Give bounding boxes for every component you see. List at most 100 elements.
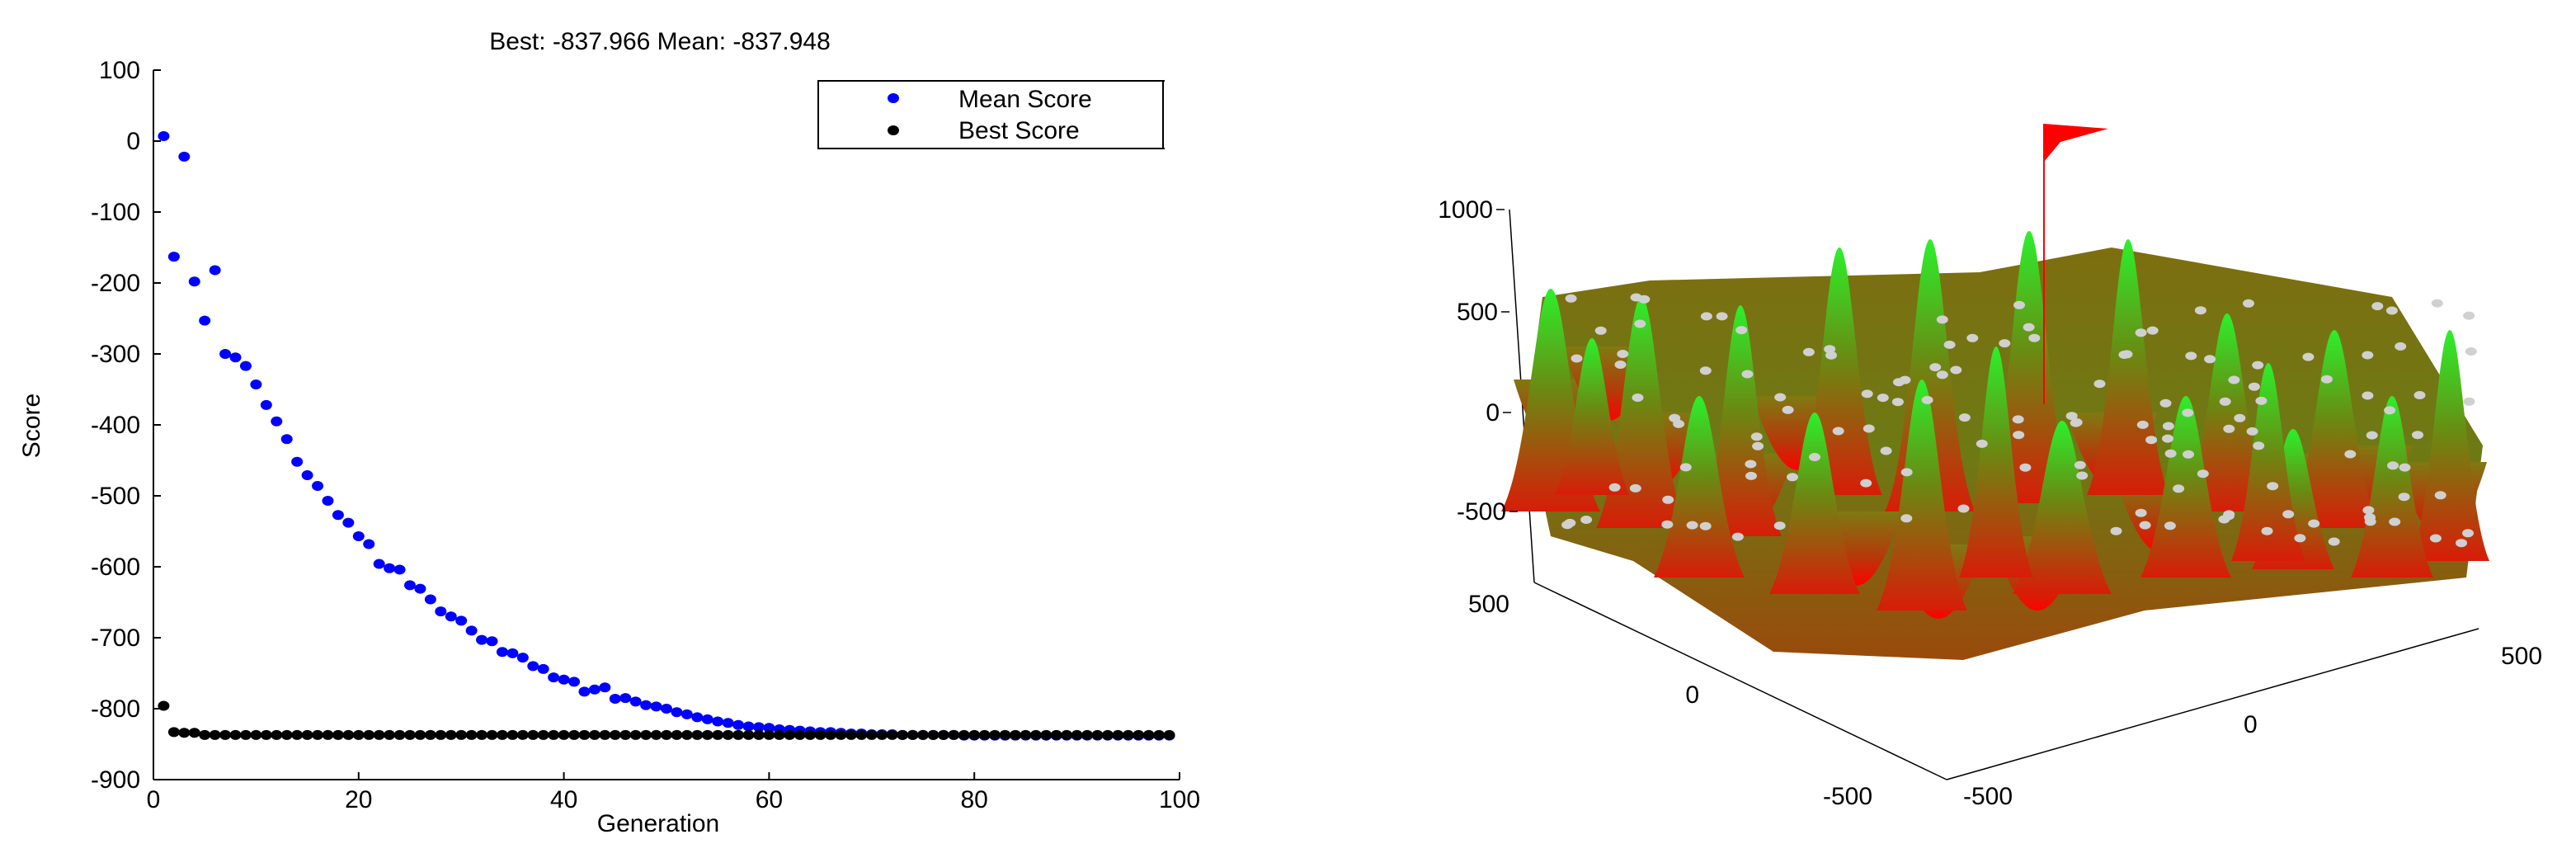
population-point [2465,347,2477,356]
series-best-score [158,700,1175,740]
x-tick-label: 60 [756,786,783,813]
mean-score-point [558,674,570,685]
population-point [2173,484,2185,493]
mean-score-point [465,625,478,636]
series-mean-score [158,130,1175,741]
best-score-point [1122,729,1134,740]
population-point [1745,471,1757,480]
z-tick-label: -500 [1457,498,1506,526]
population-point [2252,361,2264,370]
mean-score-point [373,559,385,569]
population-point [1863,424,1875,433]
surface-peak [1654,396,1745,578]
population-point [2162,422,2174,431]
best-score-point [384,729,396,740]
mean-score-point [701,714,713,724]
population-point [1564,518,1576,527]
mean-score-point [435,606,447,617]
best-score-point [917,729,929,740]
mean-score-point [219,349,232,359]
best-score-point [1081,729,1094,740]
y-tick-labels: 100 0 -100 -200 -300 -400 -500 -600 -700 -800 -900 [91,57,140,794]
y-tick-labels: -500 0 500 [1963,643,2542,810]
population-point [2261,526,2273,535]
y-tick-label: -700 [91,625,140,652]
best-score-point [835,729,847,740]
mean-score-point [332,510,344,521]
best-score-point [784,729,796,740]
y-tick-label: -100 [91,199,140,226]
best-score-point [732,729,745,740]
population-point [2121,350,2133,359]
best-score-point [661,729,672,740]
best-score-point [260,729,272,740]
mean-score-point [486,636,498,647]
best-score-point [1071,729,1083,740]
population-point [2255,396,2268,405]
best-score-point [239,729,252,740]
population-point [2145,436,2158,445]
population-point [2362,506,2375,515]
population-point [2182,408,2194,417]
y-tick-label: 500 [2501,643,2542,670]
best-score-point [1091,729,1104,740]
best-score-point [445,729,457,740]
population-point [2162,434,2173,443]
population-point [2194,306,2206,315]
best-score-point [352,729,365,740]
best-score-point [486,729,498,740]
best-score-point [989,729,1001,740]
best-score-point [680,729,693,740]
y-tick-label: -800 [91,695,140,723]
population-point [2328,537,2340,546]
best-score-point [804,729,817,740]
surface-peaks [1501,231,2489,610]
population-point [2462,529,2474,538]
best-score-point [691,729,704,740]
x-tick-label: 80 [961,786,988,813]
population-point [1741,370,1754,379]
mean-score-point [209,265,221,276]
population-point [1632,394,1644,402]
mean-score-point [178,151,191,162]
mean-score-point [671,707,683,718]
population-point [1565,294,1577,303]
x-axis-label: Generation [597,810,719,837]
surface-peak [1885,239,1976,512]
chart-title: Best: -837.966 Mean: -837.948 [489,28,831,55]
best-score-point [465,729,478,740]
population-point [1936,315,1948,324]
population-point [1900,514,1913,523]
population-point [2429,534,2442,543]
surface-peak [2140,396,2231,578]
population-point [2197,469,2209,478]
mean-score-point [619,693,632,704]
mean-score-point [239,361,252,371]
best-score-point [588,729,600,740]
best-score-point [599,729,611,740]
best-score-point [1112,729,1124,740]
population-point [1900,468,1913,477]
population-point [1966,333,1979,342]
population-point [2366,431,2378,440]
population-point [2412,431,2423,440]
population-point [2012,415,2024,424]
best-score-point [640,729,652,740]
best-score-point [722,729,734,740]
best-score-point [1163,729,1175,740]
legend-label-best: Best Score [958,117,1080,144]
population-point [2344,450,2357,459]
population-point [2223,424,2235,433]
best-score-point [1020,729,1032,740]
best-score-point [291,729,304,740]
y-tick-label: -400 [91,412,140,439]
convergence-chart: Best: -837.966 Mean: -837.948 100 0 -100 -2… [18,28,1200,837]
best-solution-flag [2043,124,2108,404]
best-score-point [435,729,447,740]
population-point [1750,432,1763,441]
population-points [1561,293,2477,548]
population-point [2228,375,2240,384]
best-score-point [1061,729,1073,740]
population-point [2308,519,2320,528]
